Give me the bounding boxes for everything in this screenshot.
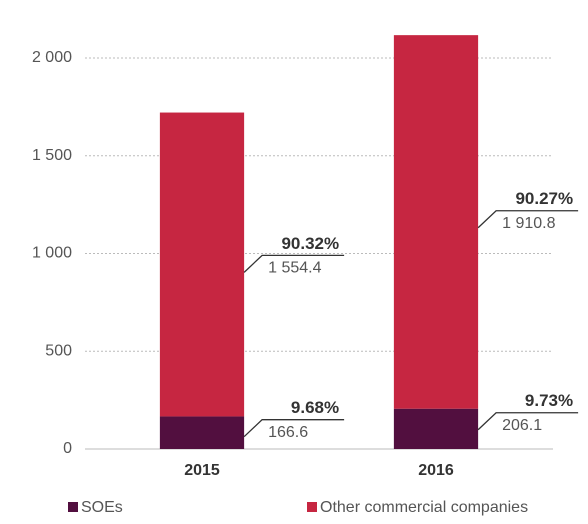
legend-swatch <box>68 502 78 512</box>
bar-segment <box>159 112 245 417</box>
value-label: 1 554.4 <box>268 260 321 277</box>
share-label: 90.27% <box>515 189 573 208</box>
share-label: 90.32% <box>281 234 339 253</box>
bar-segment <box>159 416 245 449</box>
legend-label: Other commercial companies <box>320 499 528 516</box>
legend-label: SOEs <box>81 499 123 516</box>
leader-line <box>477 412 579 431</box>
share-label: 9.68% <box>291 398 339 417</box>
legend-swatch <box>307 502 317 512</box>
value-label: 1 910.8 <box>502 215 555 232</box>
value-label: 206.1 <box>502 417 542 434</box>
leader-line <box>243 254 345 273</box>
bar-segment <box>393 35 479 409</box>
y-tick-label: 0 <box>63 440 72 457</box>
bar-segment <box>393 408 479 449</box>
leader-line <box>243 419 345 438</box>
y-tick-label: 2 000 <box>32 49 72 66</box>
y-tick-label: 500 <box>45 342 72 359</box>
leader-line <box>477 210 579 229</box>
x-tick-label: 2015 <box>184 462 220 479</box>
y-tick-label: 1 500 <box>32 147 72 164</box>
value-label: 166.6 <box>268 424 308 441</box>
y-tick-label: 1 000 <box>32 245 72 262</box>
share-label: 9.73% <box>525 391 573 410</box>
x-tick-label: 2016 <box>418 462 454 479</box>
